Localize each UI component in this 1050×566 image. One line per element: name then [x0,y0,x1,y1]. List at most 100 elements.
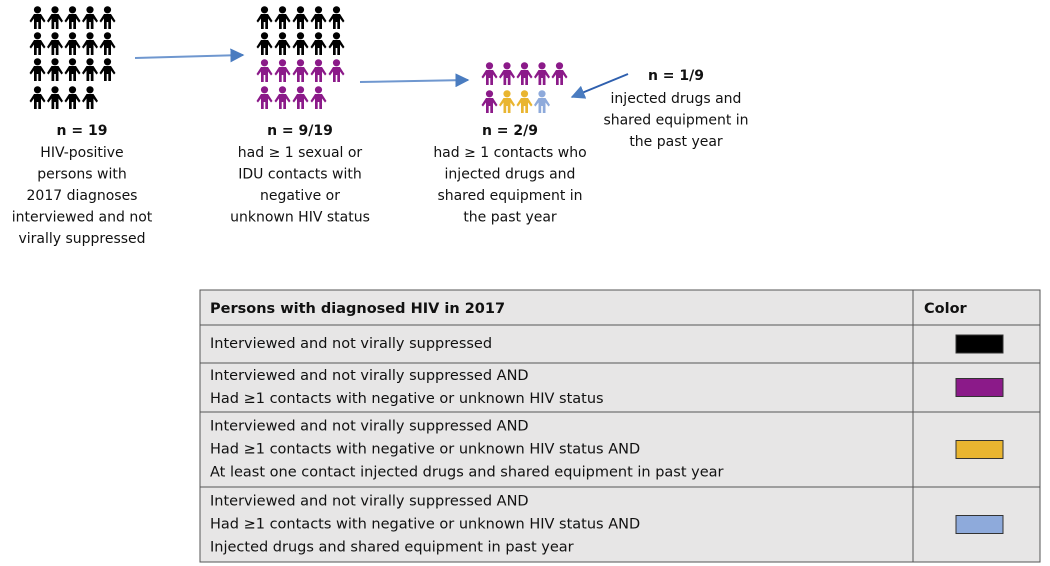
person-head [296,59,305,67]
side-note-text: the past year [629,134,723,150]
person-head [33,58,42,66]
person-body [256,67,273,82]
person-head [314,59,323,67]
person-head [485,90,494,98]
person-icon [47,86,63,109]
person-icon [82,58,98,81]
person-icon [292,59,309,82]
person-head [33,32,42,40]
person-icon [551,62,568,85]
person-body [310,40,327,55]
group-description: shared equipment in [437,188,582,204]
person-body [256,40,273,55]
person-body [310,94,327,109]
row-text: Had ≥1 contacts with negative or unknown… [210,391,604,407]
person-head [103,58,112,66]
person-head [296,32,305,40]
person-icon [274,32,291,55]
person-body [256,14,273,29]
row-text: Had ≥1 contacts with negative or unknown… [210,442,640,458]
person-head [538,90,546,98]
arrow [359,73,470,88]
person-body [82,40,98,55]
legend-table: Persons with diagnosed HIV in 2017 Color I… [199,289,1041,563]
table-header: Persons with diagnosed HIV in 2017 [210,301,505,317]
person-body [328,67,345,82]
person-head [260,32,269,40]
group-description: HIV-positive [40,145,123,161]
person-icon [310,32,327,55]
group-description: the past year [463,210,557,226]
person-body [256,94,273,109]
person-icon [274,6,291,29]
person-head [86,6,94,14]
person-head [538,62,546,70]
person-icon [534,90,550,113]
color-swatch [955,440,1004,459]
person-icon [29,86,46,109]
person-body [64,40,81,55]
person-body [99,14,116,29]
arrow [570,73,629,99]
person-body [47,94,63,109]
group-description: persons with [37,167,126,183]
person-icon [99,58,116,81]
group-description: had ≥ 1 contacts who [433,145,586,161]
person-head [278,59,287,67]
person-icon [99,6,116,29]
person-body [274,40,291,55]
person-head [260,6,269,14]
person-body [551,70,568,85]
person-body [516,98,533,113]
person-icon [481,90,498,113]
person-body [516,70,533,85]
group-description: virally suppressed [18,231,145,247]
arrow [134,48,245,63]
person-body [99,66,116,81]
row-text: Interviewed and not virally suppressed [210,336,492,352]
person-icon [29,58,46,81]
person-icon [47,32,63,55]
row-text: Injected drugs and shared equipment in p… [210,540,574,556]
person-body [29,66,46,81]
person-body [481,70,498,85]
person-icon [29,32,46,55]
person-icon [310,59,327,82]
person-head [520,62,529,70]
person-head [103,32,112,40]
person-head [520,90,529,98]
person-icon [292,32,309,55]
group-description: 2017 diagnoses [27,188,138,204]
person-body [310,67,327,82]
person-body [47,40,63,55]
person-head [296,6,305,14]
person-body [274,67,291,82]
person-icon [82,86,98,109]
person-body [274,14,291,29]
person-icon [310,86,327,109]
person-body [64,66,81,81]
person-icon [64,6,81,29]
person-icon [29,6,46,29]
group-description: unknown HIV status [230,210,370,226]
person-head [332,6,341,14]
person-head [51,58,59,66]
person-icon [481,62,498,85]
person-icon [274,59,291,82]
person-body [499,98,515,113]
person-body [310,14,327,29]
person-head [332,59,341,67]
person-icon [499,90,515,113]
person-icon [64,58,81,81]
person-head [278,6,287,14]
person-icon [292,6,309,29]
person-body [99,40,116,55]
color-swatch [955,334,1004,354]
table-header: Color [924,301,968,317]
person-body [274,94,291,109]
person-body [328,40,345,55]
person-body [292,40,309,55]
person-icon [310,6,327,29]
person-body [292,14,309,29]
